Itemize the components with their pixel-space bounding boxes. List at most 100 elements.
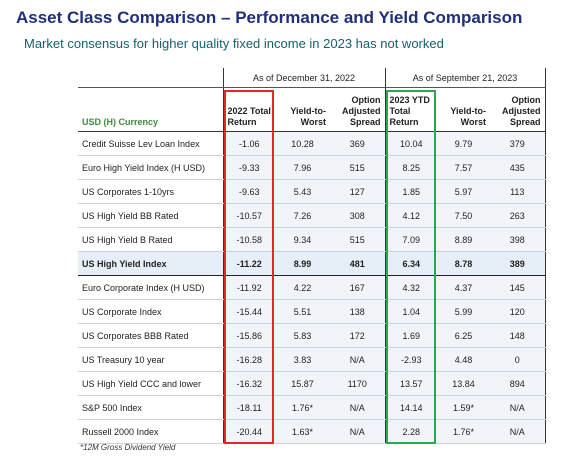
cell-value: 1.59*	[437, 395, 490, 420]
cell-value: 5.51	[275, 299, 330, 324]
column-header: Yield-to-Worst	[437, 87, 490, 132]
cell-value: 8.25	[384, 155, 437, 180]
cell-value: 5.43	[275, 179, 330, 204]
table-row: US High Yield BB Rated -10.57 7.26 308 4.12 7…	[78, 203, 546, 228]
cell-value: 515	[330, 227, 385, 252]
table-row: US High Yield Index -11.22 8.99 481 6.34 8.78…	[78, 251, 546, 276]
cell-value: 515	[330, 155, 385, 180]
cell-value: N/A	[330, 347, 385, 372]
cell-value: 894	[490, 371, 546, 396]
cell-value: -9.63	[222, 179, 275, 204]
cell-value: 369	[330, 131, 385, 156]
cell-value: 1170	[330, 371, 385, 396]
cell-value: N/A	[490, 419, 546, 444]
cell-value: 7.57	[437, 155, 490, 180]
cell-value: -15.86	[222, 323, 275, 348]
cell-value: -20.44	[222, 419, 275, 444]
group-header: As of December 31, 2022	[222, 68, 385, 88]
cell-value: 389	[490, 251, 546, 276]
table-row: Russell 2000 Index -20.44 1.63* N/A 2.28 1.76…	[78, 419, 546, 444]
cell-value: 1.04	[384, 299, 437, 324]
cell-value: 481	[330, 251, 385, 276]
cell-value: 8.99	[275, 251, 330, 276]
cell-value: 120	[490, 299, 546, 324]
row-label: Credit Suisse Lev Loan Index	[78, 131, 223, 156]
cell-value: 113	[490, 179, 546, 204]
cell-value: 7.50	[437, 203, 490, 228]
cell-value: 5.99	[437, 299, 490, 324]
cell-value: N/A	[330, 395, 385, 420]
subtitle: Market consensus for higher quality fixe…	[24, 36, 444, 51]
cell-value: 6.25	[437, 323, 490, 348]
cell-value: -11.92	[222, 275, 275, 300]
table-row: US Corporate Index -15.44 5.51 138 1.04 5.99 1…	[78, 299, 546, 324]
cell-value: -1.06	[222, 131, 275, 156]
cell-value: -10.57	[222, 203, 275, 228]
cell-value: N/A	[330, 419, 385, 444]
cell-value: 4.37	[437, 275, 490, 300]
cell-value: 308	[330, 203, 385, 228]
cell-value: 6.34	[384, 251, 437, 276]
cell-value: -16.32	[222, 371, 275, 396]
cell-value: 7.26	[275, 203, 330, 228]
table-row: US Corporates 1-10yrs -9.63 5.43 127 1.85 5.9…	[78, 179, 546, 204]
cell-value: 138	[330, 299, 385, 324]
cell-value: 1.69	[384, 323, 437, 348]
cell-value: -18.11	[222, 395, 275, 420]
cell-value: 5.97	[437, 179, 490, 204]
table-row: Credit Suisse Lev Loan Index -1.06 10.28 36…	[78, 131, 546, 156]
cell-value: 8.78	[437, 251, 490, 276]
cell-value: 0	[490, 347, 546, 372]
row-label: Euro High Yield Index (H USD)	[78, 155, 223, 180]
cell-value: -15.44	[222, 299, 275, 324]
cell-value: 1.63*	[275, 419, 330, 444]
cell-value: 10.28	[275, 131, 330, 156]
cell-value: 127	[330, 179, 385, 204]
cell-value: 4.22	[275, 275, 330, 300]
cell-value: -9.33	[222, 155, 275, 180]
cell-value: 13.57	[384, 371, 437, 396]
row-label: US Corporates 1-10yrs	[78, 179, 223, 204]
cell-value: 8.89	[437, 227, 490, 252]
cell-value: 398	[490, 227, 546, 252]
table-row: Euro High Yield Index (H USD) -9.33 7.96 51…	[78, 155, 546, 180]
table-row: Euro Corporate Index (H USD) -11.92 4.22 16…	[78, 275, 546, 300]
cell-value: 9.79	[437, 131, 490, 156]
row-label: US Treasury 10 year	[78, 347, 223, 372]
cell-value: 4.12	[384, 203, 437, 228]
cell-value: 7.96	[275, 155, 330, 180]
cell-value: -2.93	[384, 347, 437, 372]
cell-value: 1.76*	[275, 395, 330, 420]
row-label: US High Yield BB Rated	[78, 203, 223, 228]
cell-value: -10.58	[222, 227, 275, 252]
cell-value: 145	[490, 275, 546, 300]
cell-value: 5.83	[275, 323, 330, 348]
cell-value: 379	[490, 131, 546, 156]
group-header-row: As of December 31, 2022 As of September 2…	[78, 68, 546, 88]
column-header: Option Adjusted Spread	[330, 87, 385, 132]
cell-value: 9.34	[275, 227, 330, 252]
cell-value: 172	[330, 323, 385, 348]
cell-value: 13.84	[437, 371, 490, 396]
title: Asset Class Comparison – Performance and…	[16, 8, 523, 27]
column-header: 2022 Total Return	[222, 87, 275, 132]
blank-cell	[78, 68, 223, 88]
cell-value: 1.85	[384, 179, 437, 204]
table-row: US Treasury 10 year -16.28 3.83 N/A -2.93 4.4…	[78, 347, 546, 372]
cell-value: N/A	[490, 395, 546, 420]
row-label: US Corporate Index	[78, 299, 223, 324]
cell-value: 4.48	[437, 347, 490, 372]
comparison-table: As of December 31, 2022 As of September 2…	[78, 68, 546, 444]
row-label: US Corporates BBB Rated	[78, 323, 223, 348]
row-label: US High Yield Index	[78, 251, 223, 276]
cell-value: 3.83	[275, 347, 330, 372]
group-header: As of September 21, 2023	[384, 68, 546, 88]
cell-value: 2.28	[384, 419, 437, 444]
footnote: *12M Gross Dividend Yield	[80, 443, 176, 452]
table-row: US Corporates BBB Rated -15.86 5.83 172 1.69…	[78, 323, 546, 348]
cell-value: 4.32	[384, 275, 437, 300]
row-label: Russell 2000 Index	[78, 419, 223, 444]
cell-value: -11.22	[222, 251, 275, 276]
cell-value: 14.14	[384, 395, 437, 420]
